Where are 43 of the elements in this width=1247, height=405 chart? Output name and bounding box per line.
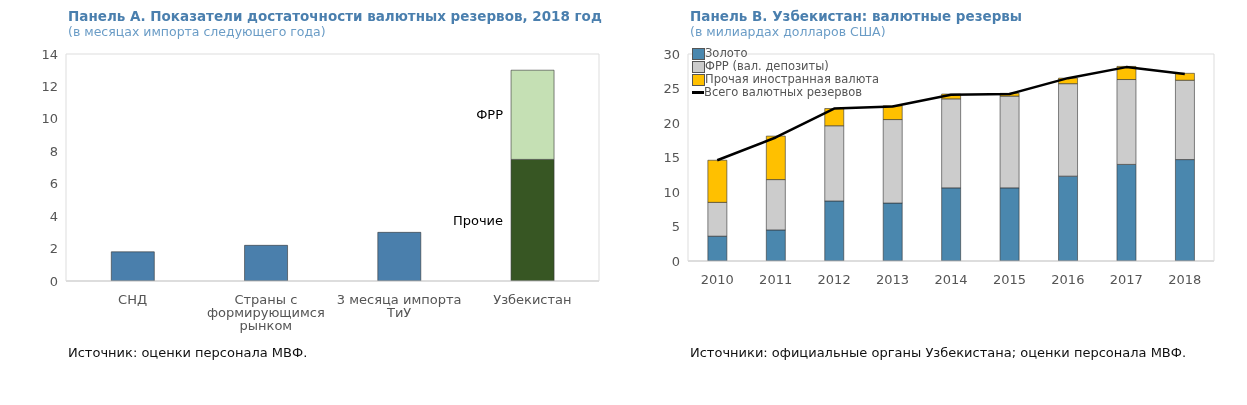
y-tick-label: 5 <box>671 219 680 235</box>
chart-title: Панель А. Показатели достаточности валютных резервов, 2018 год <box>68 8 603 24</box>
legend-label: ФРР (вал. депозиты) <box>705 59 829 73</box>
x-tick-label: 2015 <box>992 272 1026 288</box>
bar <box>377 232 422 281</box>
x-tick-label: 2017 <box>1109 272 1143 288</box>
x-tick-label: 2010 <box>700 272 734 288</box>
bar <box>111 251 155 281</box>
y-tick-label: 0 <box>49 273 58 289</box>
y-tick-label: 0 <box>671 253 680 269</box>
legend-label: Прочая иностранная валюта <box>705 72 880 86</box>
x-tick-label: 2014 <box>934 272 968 288</box>
chart-subtitle: (в милиардах долларов США) <box>690 24 887 39</box>
series-label: Прочие <box>452 212 504 228</box>
text: Источники: официальные органы Узбекистана; оценки персонала МВФ. <box>690 345 1188 360</box>
x-tick-label: 3 месяца импорта ТиУ <box>336 292 462 321</box>
y-tick-label: 12 <box>41 79 58 95</box>
y-tick-label: 4 <box>49 208 58 224</box>
x-tick-label: 2011 <box>759 272 793 288</box>
x-tick-label: СНД <box>118 292 148 308</box>
legend-label: Всего валютных резервов <box>704 85 863 99</box>
bar <box>244 245 288 281</box>
y-tick-label: 8 <box>49 143 58 159</box>
y-tick-label: 15 <box>663 150 680 166</box>
text: Источник: оценки персонала МВФ. <box>68 345 309 360</box>
y-tick-label: 10 <box>663 184 680 200</box>
x-tick-label: 2016 <box>1051 272 1085 288</box>
x-tick-label: 2012 <box>817 272 851 288</box>
chart-title: Панель В. Узбекистан: валютные резервы <box>690 8 1024 24</box>
y-tick-label: 14 <box>41 46 58 62</box>
y-tick-label: 10 <box>41 111 58 127</box>
chart-subtitle: (в месяцах импорта следующего года) <box>68 24 327 39</box>
y-tick-label: 30 <box>663 46 680 62</box>
x-tick-label: Узбекистан <box>493 292 572 308</box>
legend-label: Золото <box>705 46 748 60</box>
y-tick-label: 20 <box>663 115 680 131</box>
x-tick-label: Страны с формирующимся рынком <box>206 292 325 334</box>
y-tick-label: 25 <box>663 81 680 97</box>
y-tick-label: 2 <box>49 241 58 257</box>
x-tick-label: 2018 <box>1168 272 1202 288</box>
y-tick-label: 6 <box>49 176 58 192</box>
series-label: ФРР <box>476 107 504 123</box>
x-tick-label: 2013 <box>876 272 910 288</box>
